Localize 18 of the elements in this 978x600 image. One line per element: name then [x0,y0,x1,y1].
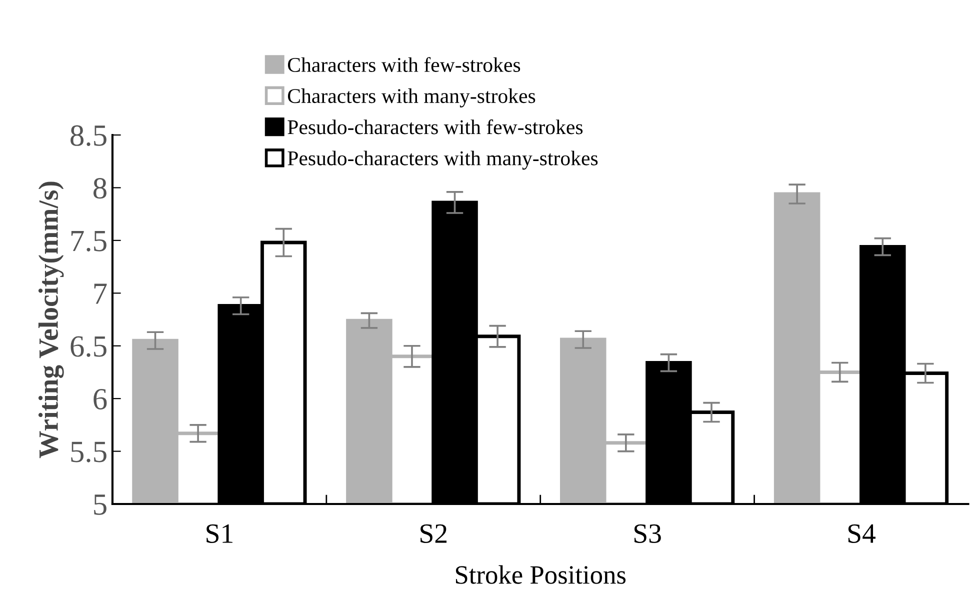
x-tick-label: S4 [848,524,876,543]
y-tick-label: 6 [94,388,107,410]
y-tick-label: 5.5 [71,442,106,462]
y-tick-label: 8 [93,178,106,199]
legend-label: Characters with many-strokes [288,88,536,108]
y-tick-label: 7 [94,284,107,304]
y-tick-label: 6.5 [70,336,106,357]
y-tick-label: 5 [94,494,106,515]
x-axis-title: Stroke Positions [456,565,626,584]
y-axis-title: Writing Velocity(mm/s) [38,182,64,458]
y-tick-label: 8.5 [70,125,106,146]
y-tick-label: 7.5 [71,231,106,252]
legend-label: Characters with few-strokes [288,57,520,72]
legend-label: Pesudo-characters with few-strokes [288,119,583,134]
x-tick-label: S2 [420,524,447,543]
x-tick-label: S3 [634,524,661,543]
legend-label: Pesudo-characters with many-strokes [288,150,598,170]
x-tick-label: S1 [206,524,232,543]
